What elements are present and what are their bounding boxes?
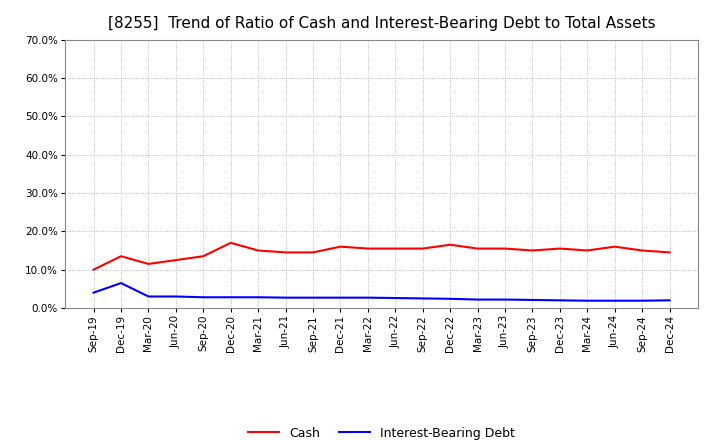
Cash	[583, 248, 592, 253]
Interest-Bearing Debt	[418, 296, 427, 301]
Interest-Bearing Debt	[611, 298, 619, 303]
Title: [8255]  Trend of Ratio of Cash and Interest-Bearing Debt to Total Assets: [8255] Trend of Ratio of Cash and Intere…	[108, 16, 655, 32]
Interest-Bearing Debt	[199, 295, 207, 300]
Interest-Bearing Debt	[528, 297, 537, 303]
Legend: Cash, Interest-Bearing Debt: Cash, Interest-Bearing Debt	[248, 427, 515, 440]
Cash	[171, 257, 180, 263]
Cash	[282, 250, 290, 255]
Line: Cash: Cash	[94, 243, 670, 270]
Interest-Bearing Debt	[500, 297, 509, 302]
Cash	[446, 242, 454, 247]
Interest-Bearing Debt	[364, 295, 372, 300]
Interest-Bearing Debt	[171, 294, 180, 299]
Cash	[89, 267, 98, 272]
Interest-Bearing Debt	[226, 295, 235, 300]
Cash	[254, 248, 263, 253]
Interest-Bearing Debt	[638, 298, 647, 303]
Cash	[528, 248, 537, 253]
Interest-Bearing Debt	[446, 296, 454, 301]
Cash	[418, 246, 427, 251]
Interest-Bearing Debt	[144, 294, 153, 299]
Cash	[144, 261, 153, 267]
Cash	[611, 244, 619, 249]
Interest-Bearing Debt	[282, 295, 290, 300]
Cash	[556, 246, 564, 251]
Cash	[364, 246, 372, 251]
Cash	[336, 244, 345, 249]
Cash	[665, 250, 674, 255]
Cash	[500, 246, 509, 251]
Interest-Bearing Debt	[336, 295, 345, 300]
Interest-Bearing Debt	[583, 298, 592, 303]
Line: Interest-Bearing Debt: Interest-Bearing Debt	[94, 283, 670, 301]
Interest-Bearing Debt	[89, 290, 98, 295]
Interest-Bearing Debt	[391, 295, 400, 301]
Cash	[309, 250, 318, 255]
Interest-Bearing Debt	[665, 298, 674, 303]
Cash	[473, 246, 482, 251]
Interest-Bearing Debt	[254, 295, 263, 300]
Cash	[391, 246, 400, 251]
Interest-Bearing Debt	[309, 295, 318, 300]
Cash	[117, 253, 125, 259]
Interest-Bearing Debt	[473, 297, 482, 302]
Interest-Bearing Debt	[556, 298, 564, 303]
Interest-Bearing Debt	[117, 280, 125, 286]
Cash	[199, 253, 207, 259]
Cash	[226, 240, 235, 246]
Cash	[638, 248, 647, 253]
